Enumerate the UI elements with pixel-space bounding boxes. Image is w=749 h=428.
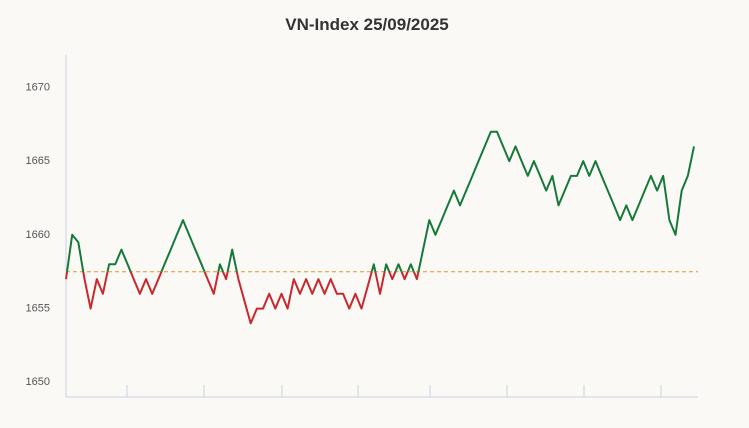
y-tick-label: 1655 [26,302,50,314]
line-down [65,271,420,325]
y-tick-label: 1660 [26,229,50,241]
y-tick-label: 1670 [26,81,50,93]
y-tick-label: 1650 [26,376,50,388]
y-tick-label: 1665 [26,155,50,167]
x-axis-ticks [126,385,662,397]
chart-title: VN-Index 25/09/2025 [285,15,448,34]
line-up [66,130,695,272]
